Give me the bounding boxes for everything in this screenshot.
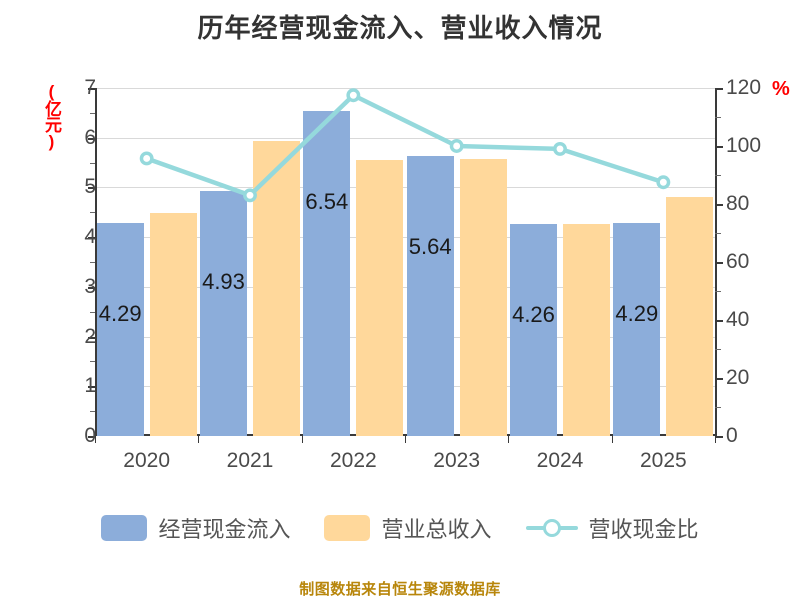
footer-note: 制图数据来自恒生聚源数据库	[299, 581, 501, 598]
x-axis-tick-mark	[198, 436, 200, 443]
line-data-point-marker	[346, 88, 361, 103]
bar-value-label: 4.29	[615, 300, 659, 326]
y2-axis-tick-label: 100	[726, 134, 762, 157]
left-axis-unit-label: (亿元)	[42, 82, 61, 150]
bar-cash-inflow	[303, 110, 351, 436]
x-axis-tick-mark	[405, 436, 406, 443]
bar-cash-inflow	[200, 190, 247, 436]
legend-label: 经营现金流入	[158, 517, 291, 542]
bar-value-label: 4.29	[98, 300, 142, 326]
x-axis-tick-mark	[95, 436, 96, 443]
legend-item-1[interactable]: 经营现金流入	[101, 512, 290, 544]
x-axis-tick-mark	[715, 436, 716, 443]
legend-label: 营收现金比	[588, 517, 699, 542]
bar-total-revenue	[459, 159, 507, 436]
y2-axis-minor-tick	[715, 349, 721, 350]
gridline	[97, 88, 717, 89]
y-axis-tick-mark	[88, 88, 95, 90]
x-axis-tick-label: 2022	[329, 449, 377, 472]
bar-value-label: 4.26	[512, 302, 555, 328]
bar-cash-inflow	[96, 222, 144, 436]
y-axis-tick-mark	[88, 386, 95, 389]
y-axis-tick-label: 2	[84, 324, 96, 348]
x-axis-tick-label: 2024	[536, 449, 584, 472]
line-data-point-marker	[139, 151, 154, 166]
y2-axis-tick-mark	[715, 378, 723, 380]
page-title: 历年经营现金流入、营业收入情况	[197, 13, 603, 43]
bar-total-revenue	[563, 223, 610, 436]
y2-axis-tick-mark	[715, 88, 723, 90]
bar-cash-inflow	[406, 155, 454, 436]
y-axis-tick-label: 1	[84, 374, 96, 398]
y-axis-minor-tick	[90, 112, 95, 114]
y2-axis-minor-tick	[715, 291, 721, 292]
y-axis-tick-label: 4	[84, 225, 96, 249]
bar-total-revenue	[149, 213, 197, 436]
y2-axis-tick-mark	[715, 262, 723, 264]
legend-swatch-icon	[324, 515, 371, 541]
y2-axis-tick-mark	[715, 320, 723, 322]
line-data-point-marker	[449, 139, 464, 153]
y-axis-minor-tick	[90, 361, 95, 363]
y-axis-tick-mark	[88, 187, 95, 190]
y2-axis-tick-mark	[715, 146, 723, 148]
y2-axis-tick-label: 40	[726, 308, 750, 331]
legend-label: 营业总收入	[381, 517, 492, 542]
y2-axis-tick-mark	[715, 436, 723, 438]
y-axis-tick-label: 5	[84, 175, 96, 199]
y2-axis-minor-tick	[715, 175, 721, 176]
y-axis-tick-label: 6	[84, 125, 96, 149]
line-cash-to-revenue-ratio	[144, 93, 666, 198]
y-axis-minor-tick	[90, 262, 95, 263]
legend-item-2[interactable]: 营业总收入	[324, 512, 492, 544]
y2-axis-tick-mark	[715, 204, 723, 206]
y-axis-tick-mark	[88, 436, 95, 438]
gridline	[97, 137, 717, 139]
bar-value-label: 6.54	[305, 188, 349, 214]
bar-total-revenue	[253, 141, 300, 436]
y2-axis-tick-label: 80	[726, 192, 750, 215]
right-axis-unit-label: %	[772, 78, 790, 100]
x-axis-tick-label: 2025	[639, 449, 687, 472]
bar-cash-inflow	[510, 224, 557, 436]
bar-value-label: 4.93	[202, 268, 245, 294]
bar-total-revenue	[666, 196, 714, 436]
legend-item-3[interactable]: 营收现金比	[525, 512, 699, 544]
y-axis-minor-tick	[90, 411, 95, 413]
y-axis-tick-label: 7	[84, 76, 96, 99]
x-axis-tick-label: 2021	[226, 449, 274, 472]
x-axis-tick-label: 2020	[123, 449, 171, 472]
line-series-layer	[139, 88, 671, 203]
y2-axis-tick-label: 120	[726, 76, 762, 99]
y-axis-tick-mark	[88, 137, 95, 140]
y-axis-tick-label: 0	[84, 424, 96, 447]
y-axis-minor-tick	[90, 212, 95, 214]
y-axis-tick-mark	[88, 286, 95, 289]
y2-axis-tick-label: 20	[726, 366, 750, 389]
y2-axis-minor-tick	[715, 117, 721, 118]
y-axis-tick-mark	[88, 237, 95, 240]
y-axis-tick-label: 3	[84, 274, 96, 298]
chart-legend: 经营现金流入 营业总收入 营收现金比	[0, 512, 800, 544]
y-axis-minor-tick	[90, 162, 95, 164]
bar-total-revenue	[356, 159, 404, 436]
y2-axis-tick-label: 0	[726, 424, 738, 447]
line-data-point-marker	[243, 188, 257, 203]
y2-axis-minor-tick	[715, 407, 721, 408]
line-data-point-marker	[553, 141, 567, 156]
line-data-point-marker	[656, 175, 671, 190]
y-axis-minor-tick	[90, 311, 95, 313]
x-axis-tick-label: 2023	[433, 449, 481, 472]
x-axis-tick-mark	[508, 436, 510, 443]
legend-line-marker-icon	[525, 517, 578, 539]
x-axis-tick-mark	[611, 436, 613, 443]
y2-axis-minor-tick	[715, 233, 721, 234]
bar-value-label: 5.64	[408, 233, 452, 259]
x-axis-tick-mark	[301, 436, 303, 443]
y2-axis-tick-label: 60	[726, 250, 750, 273]
legend-swatch-icon	[101, 515, 148, 541]
y-axis-tick-mark	[88, 336, 95, 339]
bar-cash-inflow	[613, 222, 661, 436]
